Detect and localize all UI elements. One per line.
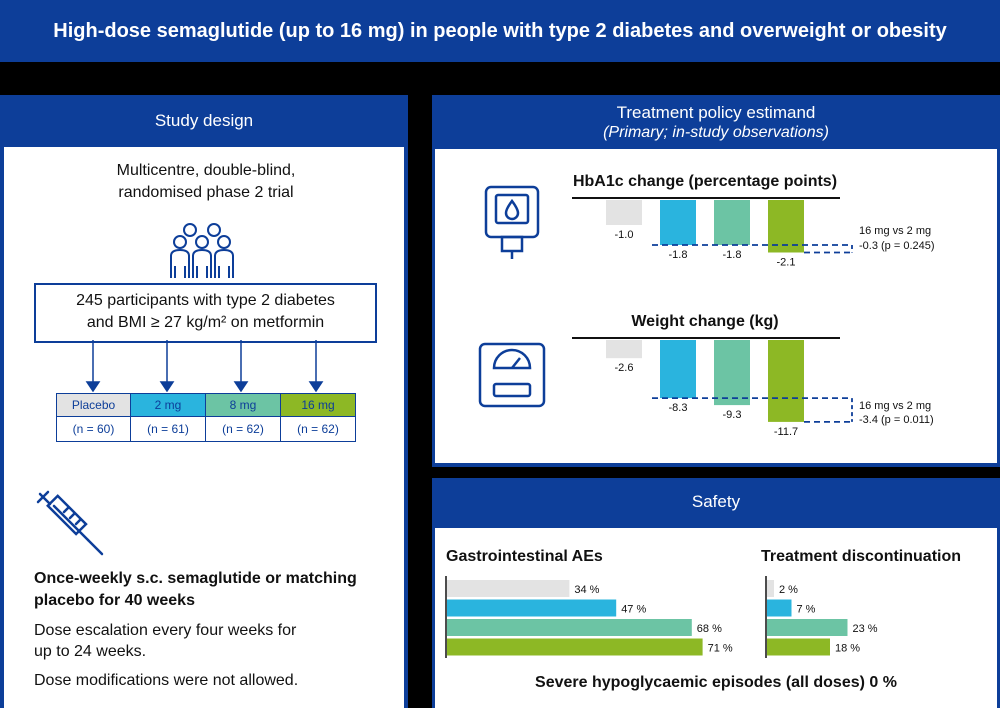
arm-table: Placebo 2 mg 8 mg 16 mg (n = 60) (n = 61… <box>56 393 356 442</box>
gi-label-2: 68 % <box>697 623 722 635</box>
weight-comparison-line1: 16 mg vs 2 mg <box>859 400 932 412</box>
weight-chart-title: Weight change (kg) <box>631 313 779 330</box>
discontinuation-title: Treatment discontinuation <box>761 548 962 565</box>
arm-n-2mg: (n = 61) <box>131 417 206 441</box>
hba1c-label-2: -1.8 <box>723 249 742 261</box>
hba1c-bar-placebo <box>606 200 642 225</box>
regimen-line1: Once-weekly s.c. semaglutide or matching <box>34 570 357 587</box>
weight-bar-placebo <box>606 340 642 359</box>
dose-escalation-line2: up to 24 weeks. <box>34 643 147 660</box>
disc-label-1: 7 % <box>797 604 816 616</box>
estimand-subheader: (Primary; in-study observations) <box>603 124 829 141</box>
hypoglycaemia-footer: Severe hypoglycaemic episodes (all doses… <box>535 674 897 691</box>
arm-label-2mg: 2 mg <box>131 394 206 416</box>
gi-bar-8mg <box>447 619 692 636</box>
hba1c-chart-title: HbA1c change (percentage points) <box>572 173 838 190</box>
weight-scale-icon <box>478 342 546 408</box>
safety-header: Safety <box>691 492 741 511</box>
disc-bar-8mg <box>767 619 848 636</box>
weight-comparison-line2: -3.4 (p = 0.011) <box>859 414 934 426</box>
participants-line2: and BMI ≥ 27 kg/m² on metformin <box>86 314 325 331</box>
study-design-header: Study design <box>154 111 254 130</box>
participants-line1: 245 participants with type 2 diabetes <box>76 292 335 309</box>
page-title: High-dose semaglutide (up to 16 mg) in p… <box>0 0 1000 62</box>
disc-label-2: 23 % <box>853 623 878 635</box>
weight-chart: -2.6 -8.3 -9.3 -11.7 <box>572 337 853 438</box>
gi-ae-title: Gastrointestinal AEs <box>446 548 603 565</box>
weight-bar-2mg <box>660 340 696 399</box>
glucose-meter-icon <box>484 185 540 259</box>
disc-label-3: 18 % <box>835 643 860 655</box>
randomisation-arrows <box>85 340 324 392</box>
weight-bar-16mg <box>768 340 804 422</box>
participants-box <box>34 283 377 343</box>
arm-label-placebo: Placebo <box>57 394 131 416</box>
trial-type-line1: Multicentre, double-blind, <box>116 162 296 179</box>
weight-label-3: -11.7 <box>774 426 798 438</box>
gi-label-3: 71 % <box>708 643 733 655</box>
gi-label-1: 47 % <box>621 604 646 616</box>
gi-bar-16mg <box>447 638 703 656</box>
hba1c-bar-2mg <box>660 200 696 245</box>
arm-n-placebo: (n = 60) <box>57 417 131 441</box>
gi-label-0: 34 % <box>574 584 599 596</box>
hba1c-label-1: -1.8 <box>669 249 688 261</box>
gi-ae-chart: 34 % 47 % 68 % 71 % <box>445 576 733 658</box>
gi-bar-2mg <box>447 599 617 617</box>
hba1c-label-3: -2.1 <box>777 257 796 269</box>
hba1c-bar-16mg <box>768 200 804 253</box>
disc-bar-16mg <box>767 638 830 656</box>
discontinuation-chart: 2 % 7 % 23 % 18 % <box>765 576 878 658</box>
disc-bar-placebo <box>767 580 774 597</box>
gi-bar-placebo <box>447 580 570 597</box>
regimen-line2: placebo for 40 weeks <box>34 592 195 609</box>
syringe-icon <box>36 490 104 556</box>
hba1c-comparison-line1: 16 mg vs 2 mg <box>859 225 932 237</box>
arm-n-8mg: (n = 62) <box>206 417 281 441</box>
weight-bar-8mg <box>714 340 750 406</box>
arm-n-16mg: (n = 62) <box>297 422 339 436</box>
hba1c-comparison-line2: -0.3 (p = 0.245) <box>859 240 935 252</box>
estimand-header: Treatment policy estimand <box>616 103 816 122</box>
disc-bar-2mg <box>767 599 792 617</box>
hba1c-chart: -1.0 -1.8 -1.8 -2.1 <box>572 197 853 269</box>
safety-panel: Safety <box>432 478 1000 708</box>
disc-label-0: 2 % <box>779 584 798 596</box>
weight-label-2: -9.3 <box>723 409 742 421</box>
dose-modification-text: Dose modifications were not allowed. <box>34 672 299 689</box>
arm-label-16mg: 16 mg <box>281 394 355 416</box>
trial-type-line2: randomised phase 2 trial <box>118 184 294 201</box>
hba1c-label-0: -1.0 <box>615 229 634 241</box>
participants-icon <box>170 223 234 278</box>
hba1c-bar-8mg <box>714 200 750 245</box>
arm-label-8mg: 8 mg <box>206 394 281 416</box>
dose-escalation-line1: Dose escalation every four weeks for <box>34 622 297 639</box>
weight-label-0: -2.6 <box>615 362 634 374</box>
weight-label-1: -8.3 <box>669 402 688 414</box>
